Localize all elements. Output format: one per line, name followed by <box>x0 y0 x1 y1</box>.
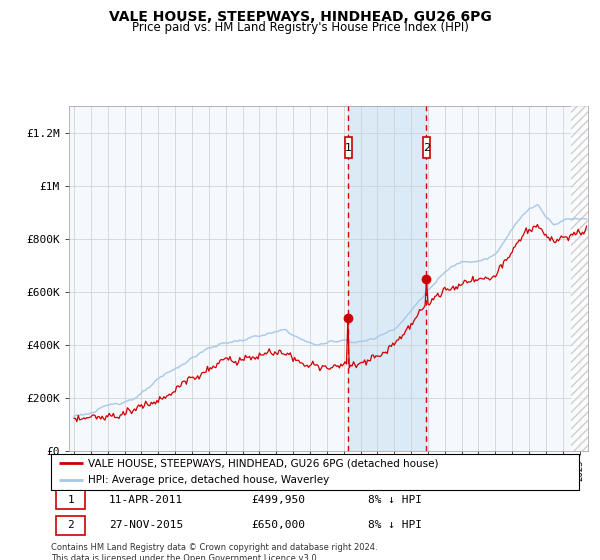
Text: £650,000: £650,000 <box>251 520 305 530</box>
Text: Price paid vs. HM Land Registry's House Price Index (HPI): Price paid vs. HM Land Registry's House … <box>131 21 469 34</box>
Text: Contains HM Land Registry data © Crown copyright and database right 2024.
This d: Contains HM Land Registry data © Crown c… <box>51 543 377 560</box>
Text: 1: 1 <box>345 143 352 153</box>
FancyBboxPatch shape <box>344 137 352 158</box>
Text: VALE HOUSE, STEEPWAYS, HINDHEAD, GU26 6PG (detached house): VALE HOUSE, STEEPWAYS, HINDHEAD, GU26 6P… <box>88 459 439 468</box>
Text: 11-APR-2011: 11-APR-2011 <box>109 494 184 505</box>
Text: HPI: Average price, detached house, Waverley: HPI: Average price, detached house, Wave… <box>88 475 329 485</box>
Text: £499,950: £499,950 <box>251 494 305 505</box>
Text: 2: 2 <box>67 520 74 530</box>
FancyBboxPatch shape <box>56 516 85 535</box>
FancyBboxPatch shape <box>422 137 430 158</box>
Text: 8% ↓ HPI: 8% ↓ HPI <box>368 494 422 505</box>
Bar <box>349 106 426 451</box>
Bar <box>571 106 596 451</box>
Text: 27-NOV-2015: 27-NOV-2015 <box>109 520 184 530</box>
FancyBboxPatch shape <box>56 490 85 509</box>
Text: 1: 1 <box>67 494 74 505</box>
Text: 8% ↓ HPI: 8% ↓ HPI <box>368 520 422 530</box>
Text: VALE HOUSE, STEEPWAYS, HINDHEAD, GU26 6PG: VALE HOUSE, STEEPWAYS, HINDHEAD, GU26 6P… <box>109 10 491 24</box>
FancyBboxPatch shape <box>51 454 579 490</box>
Text: 2: 2 <box>422 143 430 153</box>
